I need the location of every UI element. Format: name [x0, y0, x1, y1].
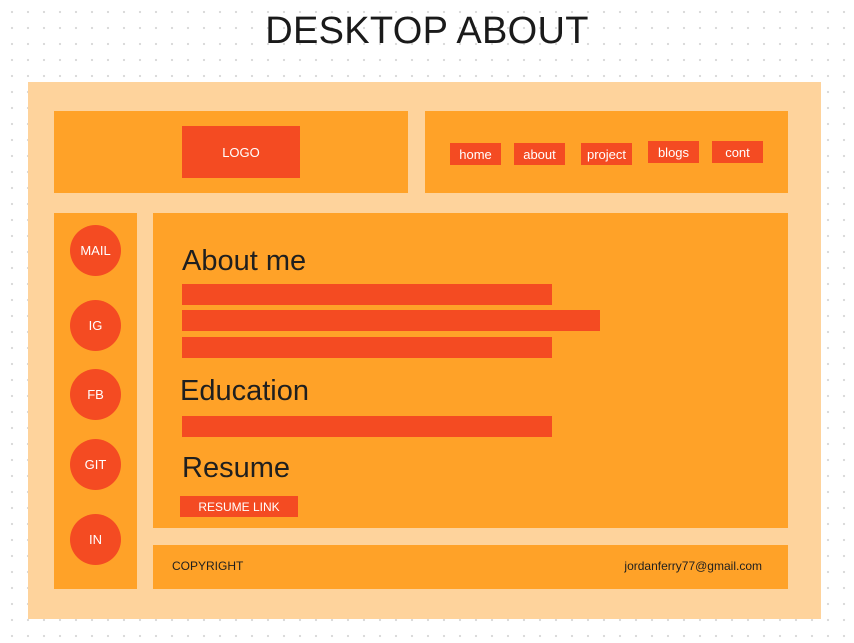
resume-heading: Resume [182, 452, 290, 484]
mail-link[interactable]: MAIL [70, 225, 121, 276]
about-text-line [182, 284, 552, 305]
logo[interactable]: LOGO [182, 126, 300, 178]
main-content-panel [153, 213, 788, 528]
nav-project-link[interactable]: project [581, 143, 632, 165]
facebook-link[interactable]: FB [70, 369, 121, 420]
github-link[interactable]: GIT [70, 439, 121, 490]
resume-link-button[interactable]: RESUME LINK [180, 496, 298, 517]
linkedin-link[interactable]: IN [70, 514, 121, 565]
nav-about-link[interactable]: about [514, 143, 565, 165]
education-heading: Education [180, 375, 309, 407]
about-text-line [182, 337, 552, 358]
page-title: DESKTOP ABOUT [265, 10, 589, 52]
about-heading: About me [182, 245, 307, 277]
nav-contact-link[interactable]: cont [712, 141, 763, 163]
nav-blogs-link[interactable]: blogs [648, 141, 699, 163]
education-text-line [182, 416, 552, 437]
nav-home-link[interactable]: home [450, 143, 501, 165]
email-link[interactable]: jordanferry77@gmail.com [624, 559, 762, 573]
copyright-text: COPYRIGHT [172, 559, 244, 573]
footer [153, 545, 788, 589]
about-text-line [182, 310, 600, 331]
instagram-link[interactable]: IG [70, 300, 121, 351]
